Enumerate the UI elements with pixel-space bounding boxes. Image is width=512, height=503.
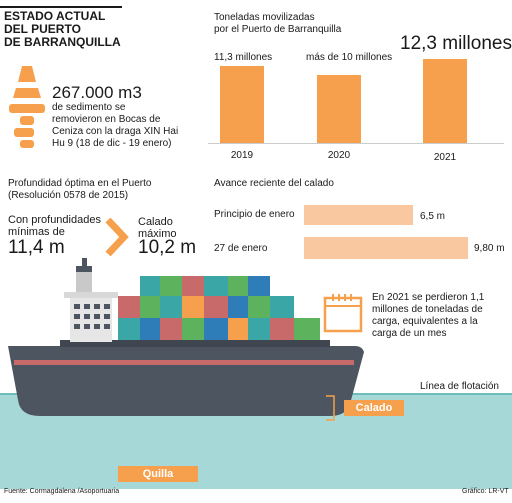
draft-tag: Calado	[344, 400, 404, 416]
sediment-amount: 267.000 m3	[52, 83, 142, 102]
draft-row-value-2: 9,80 m	[474, 243, 505, 254]
cargo-ship-illustration	[8, 258, 364, 421]
draft-max-label: Calado máximo	[138, 216, 177, 240]
tonnage-label-2021: 12,3 millones	[400, 33, 512, 54]
source-credit: Fuente: Cormagdalena /Asoportuaria	[4, 488, 120, 495]
draft-row-label-1: Principio de enero	[214, 209, 295, 220]
depth-min-value: 11,4 m	[8, 237, 65, 258]
draft-row-value-1: 6,5 m	[420, 211, 446, 222]
title-line-1: ESTADO ACTUAL	[4, 9, 106, 23]
tonnage-bar-2021	[423, 59, 467, 143]
depth-min-label: Con profundidades mínimas de	[8, 214, 101, 238]
tonnage-bar-2020	[317, 75, 361, 143]
draft-bar-2	[304, 237, 468, 259]
calendar-icon	[323, 294, 363, 333]
tonnage-label-2020: más de 10 millones	[306, 52, 393, 63]
draft-heading: Avance reciente del calado	[214, 178, 334, 189]
tonnage-baseline	[208, 143, 504, 144]
chevron-right-icon	[105, 217, 129, 257]
year-2021: 2021	[433, 152, 457, 163]
waterline-label: Línea de flotación	[420, 381, 499, 392]
tonnage-label-2019: 11,3 millones	[214, 52, 273, 63]
keel-tag: Quilla	[118, 466, 198, 482]
sediment-description: de sedimento se removieron en Bocas de C…	[52, 102, 179, 149]
traffic-cone-icon	[9, 66, 45, 148]
header-rule	[0, 6, 122, 8]
draft-bar-1	[304, 205, 413, 225]
year-2019: 2019	[230, 150, 254, 161]
title-line-2: DEL PUERTO	[4, 22, 81, 36]
tonnage-bar-2019	[220, 66, 264, 143]
draft-max-value: 10,2 m	[138, 237, 197, 258]
tonnage-heading: Toneladas movilizadas por el Puerto de B…	[214, 12, 342, 35]
loss-note: En 2021 se perdieron 1,1 millones de ton…	[372, 292, 485, 339]
draft-row-label-2: 27 de enero	[214, 243, 268, 254]
graphic-credit: Gráfico: LR-VT	[462, 488, 509, 495]
year-2020: 2020	[327, 150, 351, 161]
title-line-3: DE BARRANQUILLA	[4, 35, 121, 49]
depth-heading: Profundidad óptima en el Puerto (Resoluc…	[8, 178, 152, 201]
page-title: ESTADO ACTUAL DEL PUERTO DE BARRANQUILLA	[4, 10, 134, 49]
